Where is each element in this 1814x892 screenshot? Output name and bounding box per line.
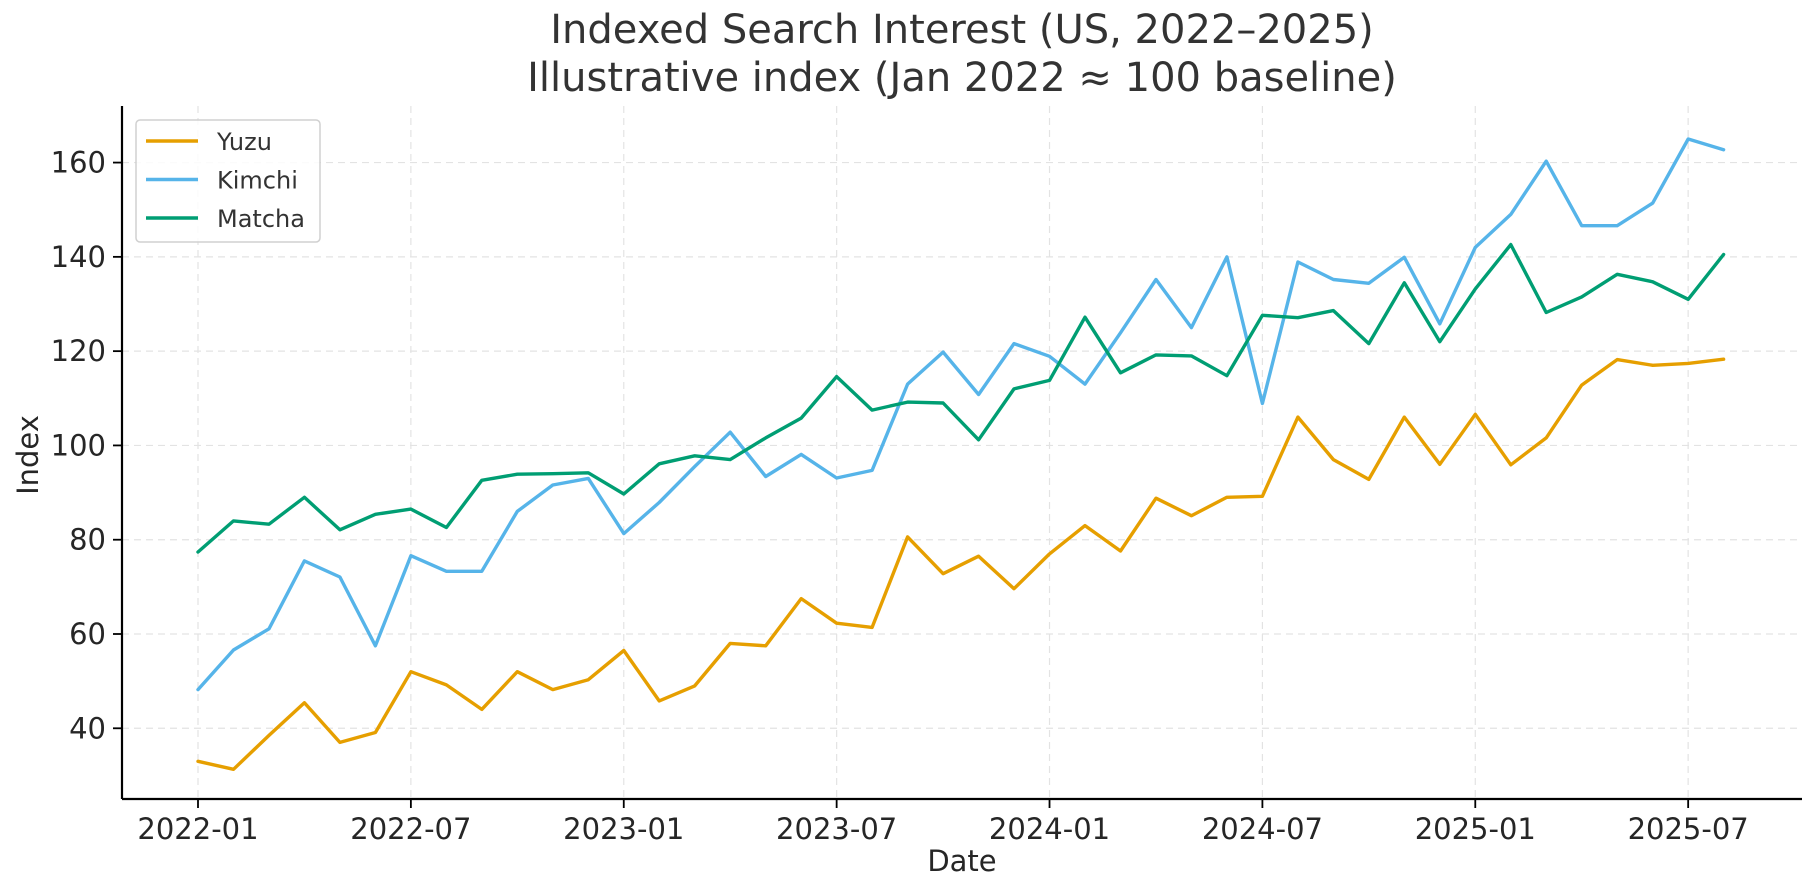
gridlines bbox=[122, 106, 1802, 799]
axes bbox=[120, 106, 1802, 801]
series-line-yuzu bbox=[196, 357, 1726, 771]
y-tick-label: 60 bbox=[69, 617, 106, 651]
y-tick-label: 140 bbox=[51, 240, 106, 274]
y-axis-ticks: 40 60 80 100 120 140 160 bbox=[51, 146, 122, 745]
x-tick-label: 2024-07 bbox=[1202, 812, 1323, 846]
legend-label-matcha: Matcha bbox=[217, 205, 305, 233]
x-axis-label: Date bbox=[927, 844, 996, 878]
series-line-kimchi bbox=[196, 137, 1726, 692]
x-tick-label: 2022-07 bbox=[350, 812, 471, 846]
chart-subtitle: Illustrative index (Jan 2022 ≈ 100 basel… bbox=[527, 55, 1397, 101]
x-tick-label: 2023-07 bbox=[776, 812, 897, 846]
y-tick-label: 120 bbox=[51, 334, 106, 368]
y-tick-label: 40 bbox=[69, 711, 106, 745]
y-tick-label: 100 bbox=[51, 428, 106, 462]
legend-label-kimchi: Kimchi bbox=[217, 167, 298, 195]
x-tick-label: 2023-01 bbox=[563, 812, 684, 846]
series-lines bbox=[196, 137, 1726, 771]
series-line-matcha bbox=[196, 242, 1726, 554]
y-axis-label: Index bbox=[11, 415, 45, 495]
x-tick-label: 2022-01 bbox=[137, 812, 258, 846]
x-tick-label: 2025-07 bbox=[1628, 812, 1749, 846]
y-tick-label: 160 bbox=[51, 146, 106, 180]
chart-title: Indexed Search Interest (US, 2022–2025) bbox=[550, 7, 1374, 53]
x-tick-label: 2025-01 bbox=[1415, 812, 1536, 846]
legend-box bbox=[135, 119, 321, 243]
y-tick-label: 80 bbox=[69, 523, 106, 557]
x-tick-label: 2024-01 bbox=[989, 812, 1110, 846]
x-axis-ticks: 2022-01 2022-07 2023-01 2023-07 2024-01 2024-… bbox=[137, 799, 1749, 846]
legend-label-yuzu: Yuzu bbox=[216, 128, 272, 156]
legend: Yuzu Kimchi Matcha bbox=[135, 119, 321, 243]
